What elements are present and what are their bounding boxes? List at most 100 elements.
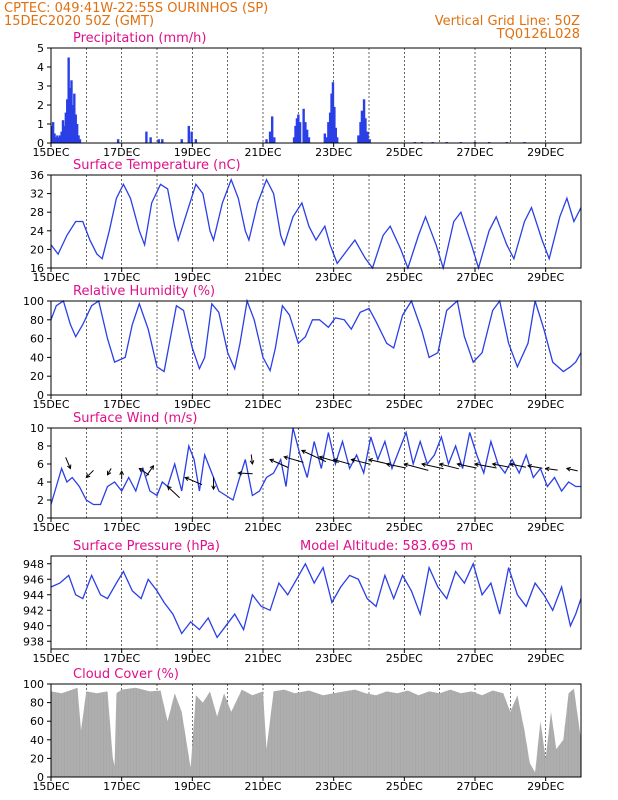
precip-bar <box>268 131 272 143</box>
wind-line <box>50 427 581 506</box>
wind-arrow-head <box>211 485 216 491</box>
wind-arrow <box>510 463 527 468</box>
wind-arrow-head <box>85 473 91 479</box>
precip-bar <box>61 120 65 143</box>
panel-title: Surface Temperature (nC) <box>73 158 241 173</box>
x-tick-label: 27DEC <box>456 398 493 411</box>
x-tick-label: 29DEC <box>527 652 564 665</box>
y-tick-label: 80 <box>30 697 44 710</box>
x-tick-label: 15DEC <box>32 780 69 793</box>
precip-bar <box>57 137 60 143</box>
x-tick-label: 19DEC <box>174 146 211 159</box>
wind-arrow <box>439 463 459 470</box>
wind-arrow-head <box>149 464 155 470</box>
x-tick-label: 17DEC <box>103 521 140 534</box>
y-tick-label: 60 <box>30 715 44 728</box>
y-tick-label: 5 <box>37 42 44 55</box>
wind-arrow <box>185 477 203 486</box>
y-tick-label: 0 <box>37 771 44 784</box>
wind-arrow-head <box>166 485 172 491</box>
wind-arrow <box>421 463 444 470</box>
y-tick-label: 0 <box>37 512 44 525</box>
y-tick-label: 946 <box>23 573 44 586</box>
precip-bar <box>270 116 274 143</box>
x-tick-label: 27DEC <box>456 271 493 284</box>
precip-bar <box>77 135 80 143</box>
pres-line <box>50 561 582 639</box>
precip-bar <box>180 139 183 143</box>
panel-pres: 938 940 942 944 946 948 15DEC 17DEC 19DEC 21DEC 23… <box>23 539 582 665</box>
y-tick-label: 10 <box>30 422 44 435</box>
precip-bar <box>70 80 73 143</box>
y-tick-label: 100 <box>23 678 44 691</box>
x-tick-label: 23DEC <box>315 398 352 411</box>
wind-arrow <box>527 465 543 469</box>
wind-arrow <box>351 459 371 465</box>
y-tick-label: 20 <box>30 370 44 383</box>
y-tick-label: 1 <box>37 118 44 131</box>
precip-bar <box>67 57 70 143</box>
wind-arrows <box>65 449 578 499</box>
precip-bar <box>71 105 75 143</box>
precip-bar <box>116 139 120 143</box>
x-tick-label: 21DEC <box>244 652 281 665</box>
wind-arrow <box>457 463 477 469</box>
x-tick-label: 29DEC <box>527 271 564 284</box>
panel-note: Model Altitude: 583.695 m <box>300 539 473 554</box>
x-tick-label: 19DEC <box>174 398 211 411</box>
wind-arrow-head <box>119 470 125 475</box>
x-tick-label: 17DEC <box>103 652 140 665</box>
wind-arrow-head <box>138 467 144 473</box>
precip-bar <box>298 122 302 143</box>
x-tick-label: 27DEC <box>456 146 493 159</box>
precip-bar <box>68 87 72 143</box>
y-tick-label: 40 <box>30 734 44 747</box>
y-tick-label: 2 <box>37 99 44 112</box>
wind-arrow-head <box>491 462 497 467</box>
precip-bar <box>157 139 160 143</box>
x-tick-label: 17DEC <box>103 146 140 159</box>
x-tick-label: 25DEC <box>386 398 423 411</box>
wind-arrow-head <box>473 462 479 467</box>
wind-arrow-head <box>184 476 190 481</box>
precip-bar <box>51 122 55 143</box>
x-tick-label: 19DEC <box>174 652 211 665</box>
precip-bar <box>330 93 333 143</box>
grid-note: Vertical Grid Line: 50Z <box>435 14 580 29</box>
x-tick-label: 23DEC <box>315 271 352 284</box>
x-tick-label: 17DEC <box>103 398 140 411</box>
x-tick-label: 23DEC <box>315 146 352 159</box>
panel-frame <box>50 555 582 650</box>
wind-arrow-head <box>544 466 550 472</box>
y-tick-label: 6 <box>37 458 44 471</box>
precip-bar <box>328 112 332 143</box>
wind-arrow <box>492 463 510 468</box>
precip-bar <box>362 99 366 143</box>
wind-arrow-head <box>385 462 391 467</box>
x-tick-label: 19DEC <box>174 521 211 534</box>
precip-bar <box>145 131 148 143</box>
wind-arrow <box>474 463 497 469</box>
panel-title: Precipitation (mm/h) <box>73 31 206 46</box>
y-tick-label: 0 <box>37 389 44 402</box>
precip-bar <box>368 139 371 143</box>
y-tick-label: 942 <box>23 604 44 617</box>
x-tick-label: 29DEC <box>527 521 564 534</box>
x-tick-label: 21DEC <box>244 398 281 411</box>
x-tick-label: 15DEC <box>32 652 69 665</box>
y-tick-label: 940 <box>23 620 44 633</box>
panel-rh: 0 20 40 60 80 100 15DEC 17DEC 19DEC 21DEC 23DEC 25D… <box>23 284 582 411</box>
precip-bar <box>297 114 300 143</box>
y-tick-label: 938 <box>23 635 44 648</box>
panel-title: Relative Humidity (%) <box>73 284 215 299</box>
x-tick-label: 23DEC <box>315 780 352 793</box>
wind-arrow-head <box>66 464 72 470</box>
precip-bar <box>190 131 193 143</box>
precip-bar <box>336 137 339 143</box>
x-tick-label: 23DEC <box>315 652 352 665</box>
y-tick-label: 4 <box>37 61 44 74</box>
precip-bar <box>194 139 198 143</box>
x-tick-label: 25DEC <box>386 271 423 284</box>
wind-arrow-head <box>269 458 275 463</box>
wind-arrow <box>107 468 112 476</box>
